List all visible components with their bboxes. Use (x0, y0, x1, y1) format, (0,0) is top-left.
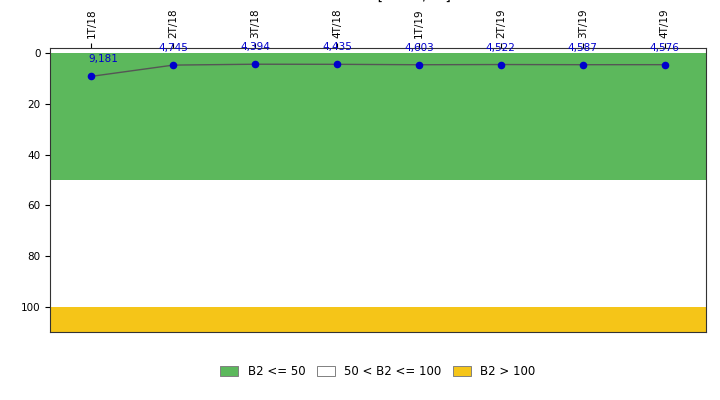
Title: Cofrentes [B2 4T/19]: Cofrentes [B2 4T/19] (305, 0, 451, 3)
Bar (50, 307, 706, 332)
Legend: B2 <= 50, 50 < B2 <= 100, B2 > 100: B2 <= 50, 50 < B2 <= 100, B2 > 100 (216, 360, 540, 383)
Text: 4,394: 4,394 (240, 42, 270, 52)
Point (86, 73, 97, 80)
Text: 4,587: 4,587 (568, 43, 598, 53)
Text: 4,522: 4,522 (486, 43, 516, 53)
Text: 4,603: 4,603 (404, 43, 434, 53)
Point (249, 61, 261, 68)
Point (168, 62, 179, 68)
Point (331, 61, 343, 68)
Point (495, 61, 507, 68)
Text: 4,576: 4,576 (649, 43, 680, 53)
Text: 9,181: 9,181 (89, 54, 119, 64)
Text: 4,435: 4,435 (322, 42, 352, 52)
Point (413, 62, 425, 68)
Point (577, 62, 588, 68)
Text: 4,745: 4,745 (158, 43, 188, 53)
Point (659, 62, 670, 68)
Bar (50, 53, 706, 180)
Bar (50, 180, 706, 307)
